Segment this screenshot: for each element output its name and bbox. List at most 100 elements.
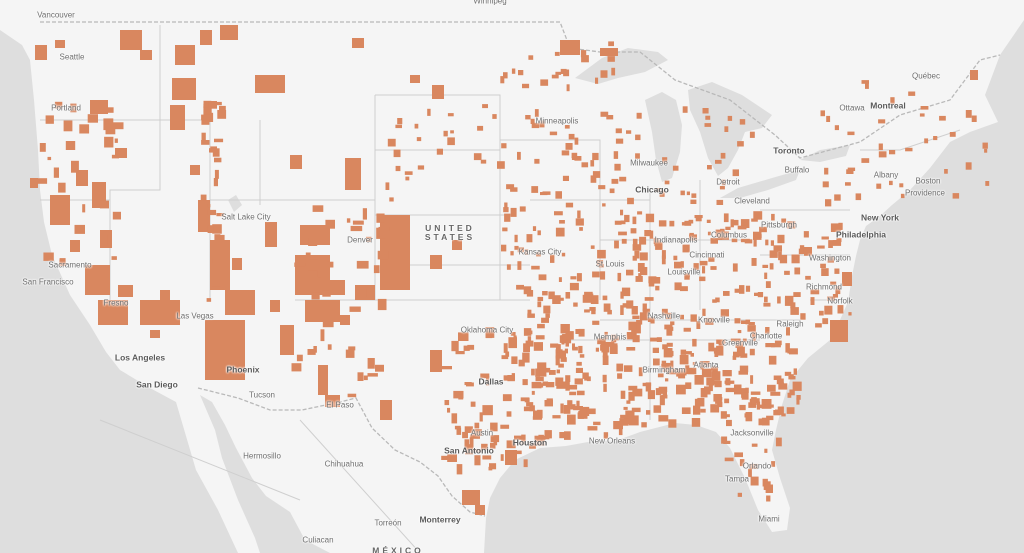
city-label-monterrey: Monterrey <box>419 514 461 525</box>
city-label-kansas-city: Kansas City <box>518 247 562 257</box>
highlight-zone <box>786 327 790 336</box>
highlight-zone <box>214 138 224 143</box>
highlight-zone <box>203 100 212 105</box>
highlight-zone <box>727 115 733 121</box>
highlight-zone <box>616 363 624 372</box>
highlight-zone <box>555 355 560 366</box>
highlight-zone <box>924 138 929 144</box>
highlight-zone <box>794 267 801 275</box>
highlight-zone <box>800 313 806 320</box>
highlight-zone <box>502 227 508 232</box>
highlight-zone <box>762 478 768 487</box>
highlight-zone <box>789 389 795 396</box>
highlight-zone <box>558 277 562 282</box>
highlight-zone <box>768 355 777 365</box>
highlight-zone <box>944 169 948 174</box>
highlight-zone <box>76 170 88 186</box>
highlight-zone <box>664 180 670 185</box>
highlight-zone <box>220 25 238 40</box>
highlight-zone <box>564 431 571 440</box>
highlight-zone <box>55 40 65 48</box>
highlight-zone <box>490 442 496 449</box>
highlight-zone <box>105 127 116 135</box>
highlight-zone <box>775 437 782 447</box>
highlight-zone <box>676 368 685 377</box>
highlight-zone <box>819 310 824 316</box>
highlight-zone <box>721 231 729 240</box>
highlight-zone <box>618 428 623 436</box>
highlight-zone <box>600 111 609 117</box>
highlight-zone <box>389 197 394 202</box>
highlight-zone <box>765 343 775 348</box>
highlight-zone <box>855 193 862 201</box>
highlight-zone <box>554 211 563 216</box>
lake-michigan <box>645 92 682 182</box>
highlight-zone <box>569 391 577 396</box>
highlight-zone <box>82 204 86 213</box>
highlight-zone <box>604 331 608 340</box>
highlight-zone <box>721 179 726 186</box>
highlight-zone <box>696 321 701 329</box>
highlight-zone <box>480 159 487 164</box>
highlight-zone <box>690 199 697 204</box>
highlight-zone <box>726 419 732 427</box>
highlight-zone <box>345 349 355 358</box>
highlight-zone <box>290 155 302 169</box>
highlight-zone <box>377 298 387 311</box>
highlight-zone <box>636 320 643 325</box>
highlight-zone <box>563 405 571 414</box>
highlight-zone <box>810 297 815 305</box>
city-label-salt-lake-city: Salt Lake City <box>221 212 271 222</box>
highlight-zone <box>748 322 755 326</box>
highlight-zone <box>605 341 615 347</box>
highlight-zone <box>375 364 384 372</box>
highlight-zone <box>456 427 462 435</box>
highlight-zone <box>765 327 770 334</box>
highlight-zone <box>615 138 624 144</box>
city-label-houston: Houston <box>512 437 548 448</box>
highlight-zone <box>320 329 325 342</box>
highlight-zone <box>544 430 552 439</box>
highlight-zone <box>575 218 584 226</box>
highlight-zone <box>436 148 443 155</box>
highlight-zone <box>765 281 771 288</box>
city-label-providence: Providence <box>904 188 946 198</box>
highlight-zone <box>558 363 564 368</box>
highlight-zone <box>665 378 669 382</box>
highlight-zone <box>628 321 637 331</box>
highlight-zone <box>366 236 372 242</box>
highlight-zone <box>481 443 488 450</box>
highlight-zone <box>533 342 543 351</box>
highlight-zone <box>565 331 574 340</box>
city-label-orlando: Orlando <box>742 461 772 471</box>
highlight-zone <box>781 218 787 223</box>
highlight-zone <box>280 325 294 355</box>
highlight-zone <box>501 355 509 360</box>
highlight-zone <box>752 336 756 342</box>
highlight-zone <box>773 375 782 380</box>
highlight-zone <box>770 404 774 408</box>
highlight-zone <box>650 317 655 324</box>
city-label-culiacan: Culiacan <box>302 535 334 545</box>
highlight-zone <box>558 297 564 301</box>
highlight-zone <box>307 349 316 355</box>
highlight-zone <box>542 191 551 195</box>
highlight-zone <box>766 415 774 421</box>
highlight-zone <box>834 268 840 274</box>
highlight-zone <box>458 332 469 341</box>
highlight-zone <box>876 183 882 189</box>
highlight-zone <box>589 307 596 311</box>
highlight-zone <box>450 130 454 134</box>
highlight-zone <box>761 417 770 426</box>
highlight-zone <box>679 355 689 365</box>
highlight-zone <box>207 209 217 216</box>
highlight-zone <box>308 237 318 246</box>
highlight-zone <box>832 294 838 298</box>
highlight-zone <box>724 398 730 404</box>
highlight-zone <box>50 195 70 225</box>
highlight-zone <box>708 342 715 352</box>
highlight-zone <box>842 277 847 283</box>
highlight-zone <box>385 182 390 190</box>
highlight-zone <box>764 448 768 453</box>
